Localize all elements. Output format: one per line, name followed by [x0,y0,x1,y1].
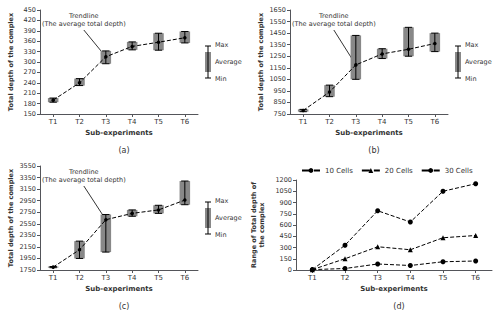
svg-text:1350: 1350 [269,41,286,49]
svg-text:1950: 1950 [19,254,36,262]
svg-text:30 Cells: 30 Cells [445,167,473,175]
svg-text:Min: Min [215,231,227,239]
svg-text:T5: T5 [403,118,413,126]
svg-text:T4: T4 [405,274,415,282]
svg-text:270: 270 [24,68,36,76]
svg-text:(The average total depth): (The average total depth) [42,20,126,28]
svg-text:T5: T5 [153,118,163,126]
svg-text:Trendline: Trendline [318,12,349,20]
svg-text:3350: 3350 [19,174,36,182]
svg-text:Sub-experiments: Sub-experiments [85,285,152,293]
svg-text:750: 750 [274,110,286,118]
svg-text:Range of Total depth of: Range of Total depth of [250,182,258,268]
svg-text:850: 850 [274,98,286,106]
svg-text:Trendline: Trendline [68,168,99,176]
svg-text:T1: T1 [48,274,58,282]
svg-text:Max: Max [465,41,479,49]
svg-text:1550: 1550 [269,18,286,26]
svg-text:T1: T1 [298,118,308,126]
svg-text:1450: 1450 [269,29,286,37]
svg-text:2150: 2150 [19,243,36,251]
svg-text:900: 900 [280,199,292,207]
svg-text:950: 950 [274,87,286,95]
svg-text:T4: T4 [127,274,137,282]
svg-text:Min: Min [465,75,477,83]
svg-text:Max: Max [215,197,229,205]
svg-text:Average: Average [215,214,242,222]
svg-text:1750: 1750 [19,266,36,274]
svg-text:10 Cells: 10 Cells [325,167,353,175]
svg-text:2550: 2550 [19,220,36,228]
svg-text:1200: 1200 [275,176,292,184]
svg-text:T4: T4 [377,118,387,126]
svg-text:2350: 2350 [19,231,36,239]
svg-text:Sub-experiments: Sub-experiments [335,129,402,137]
svg-text:T6: T6 [470,274,480,282]
svg-text:T6: T6 [179,118,189,126]
svg-text:300: 300 [24,58,36,66]
svg-text:150: 150 [24,110,36,118]
svg-text:(b): (b) [368,146,379,155]
svg-text:1050: 1050 [275,187,292,195]
svg-text:(d): (d) [393,302,404,311]
svg-text:Sub-experiments: Sub-experiments [360,285,427,293]
svg-text:T2: T2 [74,118,84,126]
svg-text:390: 390 [24,27,36,35]
svg-text:T6: T6 [179,274,189,282]
svg-text:T2: T2 [74,274,84,282]
svg-text:2750: 2750 [19,208,36,216]
svg-text:450: 450 [280,232,292,240]
svg-text:2950: 2950 [19,197,36,205]
svg-text:Total depth of the complex: Total depth of the complex [257,12,265,111]
svg-text:T1: T1 [48,118,58,126]
svg-text:T2: T2 [324,118,334,126]
svg-text:180: 180 [24,100,36,108]
svg-text:Min: Min [215,75,227,83]
svg-text:1250: 1250 [269,52,286,60]
svg-text:(a): (a) [118,146,129,155]
svg-text:750: 750 [280,210,292,218]
svg-text:450: 450 [24,6,36,14]
svg-text:Sub-experiments: Sub-experiments [85,129,152,137]
svg-text:360: 360 [24,37,36,45]
svg-text:1650: 1650 [269,6,286,14]
svg-text:T1: T1 [307,274,317,282]
svg-text:Average: Average [215,58,242,66]
svg-text:210: 210 [24,89,36,97]
svg-text:Total depth of the complex: Total depth of the complex [7,12,15,111]
svg-text:Trendline: Trendline [68,12,99,20]
svg-text:T3: T3 [100,118,110,126]
svg-text:150: 150 [280,255,292,263]
svg-text:(c): (c) [119,302,130,311]
svg-text:T3: T3 [100,274,110,282]
svg-text:T2: T2 [340,274,350,282]
svg-text:Average: Average [465,58,492,66]
svg-text:240: 240 [24,79,36,87]
svg-text:3550: 3550 [19,162,36,170]
svg-text:T3: T3 [372,274,382,282]
svg-text:the complex: the complex [258,202,266,248]
svg-text:300: 300 [280,244,292,252]
svg-text:Total depth of the complex: Total depth of the complex [7,168,15,267]
svg-text:T6: T6 [429,118,439,126]
svg-text:420: 420 [24,16,36,24]
svg-text:T5: T5 [438,274,448,282]
svg-text:0: 0 [288,266,292,274]
svg-text:T5: T5 [153,274,163,282]
svg-text:1050: 1050 [269,75,286,83]
svg-text:20 Cells: 20 Cells [385,167,413,175]
svg-text:(The average total depth): (The average total depth) [292,20,376,28]
svg-text:Max: Max [215,41,229,49]
svg-text:330: 330 [24,48,36,56]
svg-text:3150: 3150 [19,185,36,193]
svg-text:600: 600 [280,221,292,229]
svg-text:1150: 1150 [269,64,286,72]
svg-text:T4: T4 [127,118,137,126]
svg-text:T3: T3 [350,118,360,126]
svg-text:(The average total depth): (The average total depth) [42,176,126,184]
